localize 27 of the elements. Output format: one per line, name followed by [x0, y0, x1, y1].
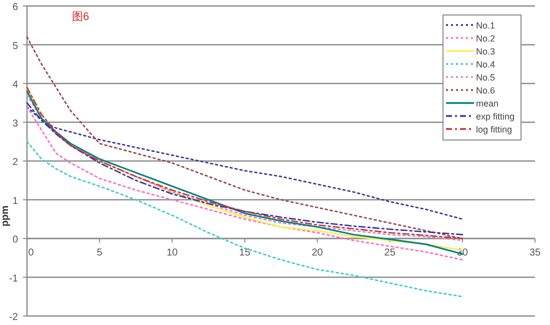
annotation: 图6	[72, 11, 90, 23]
x-tick-label: 35	[529, 248, 541, 258]
x-tick-label: 20	[312, 248, 324, 258]
y-tick-label: 0	[12, 234, 18, 246]
y-tick-label: 5	[12, 40, 18, 52]
y-tick-label: 6	[12, 2, 18, 13]
x-tick-label: 0	[28, 248, 34, 258]
legend-label: No.6	[476, 86, 496, 96]
legend-label: No.4	[476, 60, 496, 70]
legend-label: log fitting	[476, 124, 512, 134]
y-tick-label: 1	[12, 196, 18, 207]
legend-label: mean	[476, 98, 499, 108]
x-tick-label: 15	[239, 248, 251, 258]
legend-label: No.3	[476, 46, 496, 56]
legend-label: exp fitting	[476, 112, 515, 122]
legend-label: No.1	[476, 20, 496, 30]
x-tick-label: 5	[96, 248, 103, 258]
legend-label: No.2	[476, 34, 496, 44]
y-tick-label: 4	[12, 80, 18, 90]
legend-label: No.5	[476, 72, 496, 82]
x-tick-label: 10	[166, 248, 178, 258]
y-tick-label: -2	[9, 312, 18, 323]
y-tick-label: 2	[12, 157, 18, 168]
y-tick-label: 3	[12, 118, 18, 130]
x-tick-label: 25	[384, 248, 396, 258]
y-tick-label: -1	[9, 273, 18, 284]
y-axis-title: ppm	[0, 205, 11, 227]
